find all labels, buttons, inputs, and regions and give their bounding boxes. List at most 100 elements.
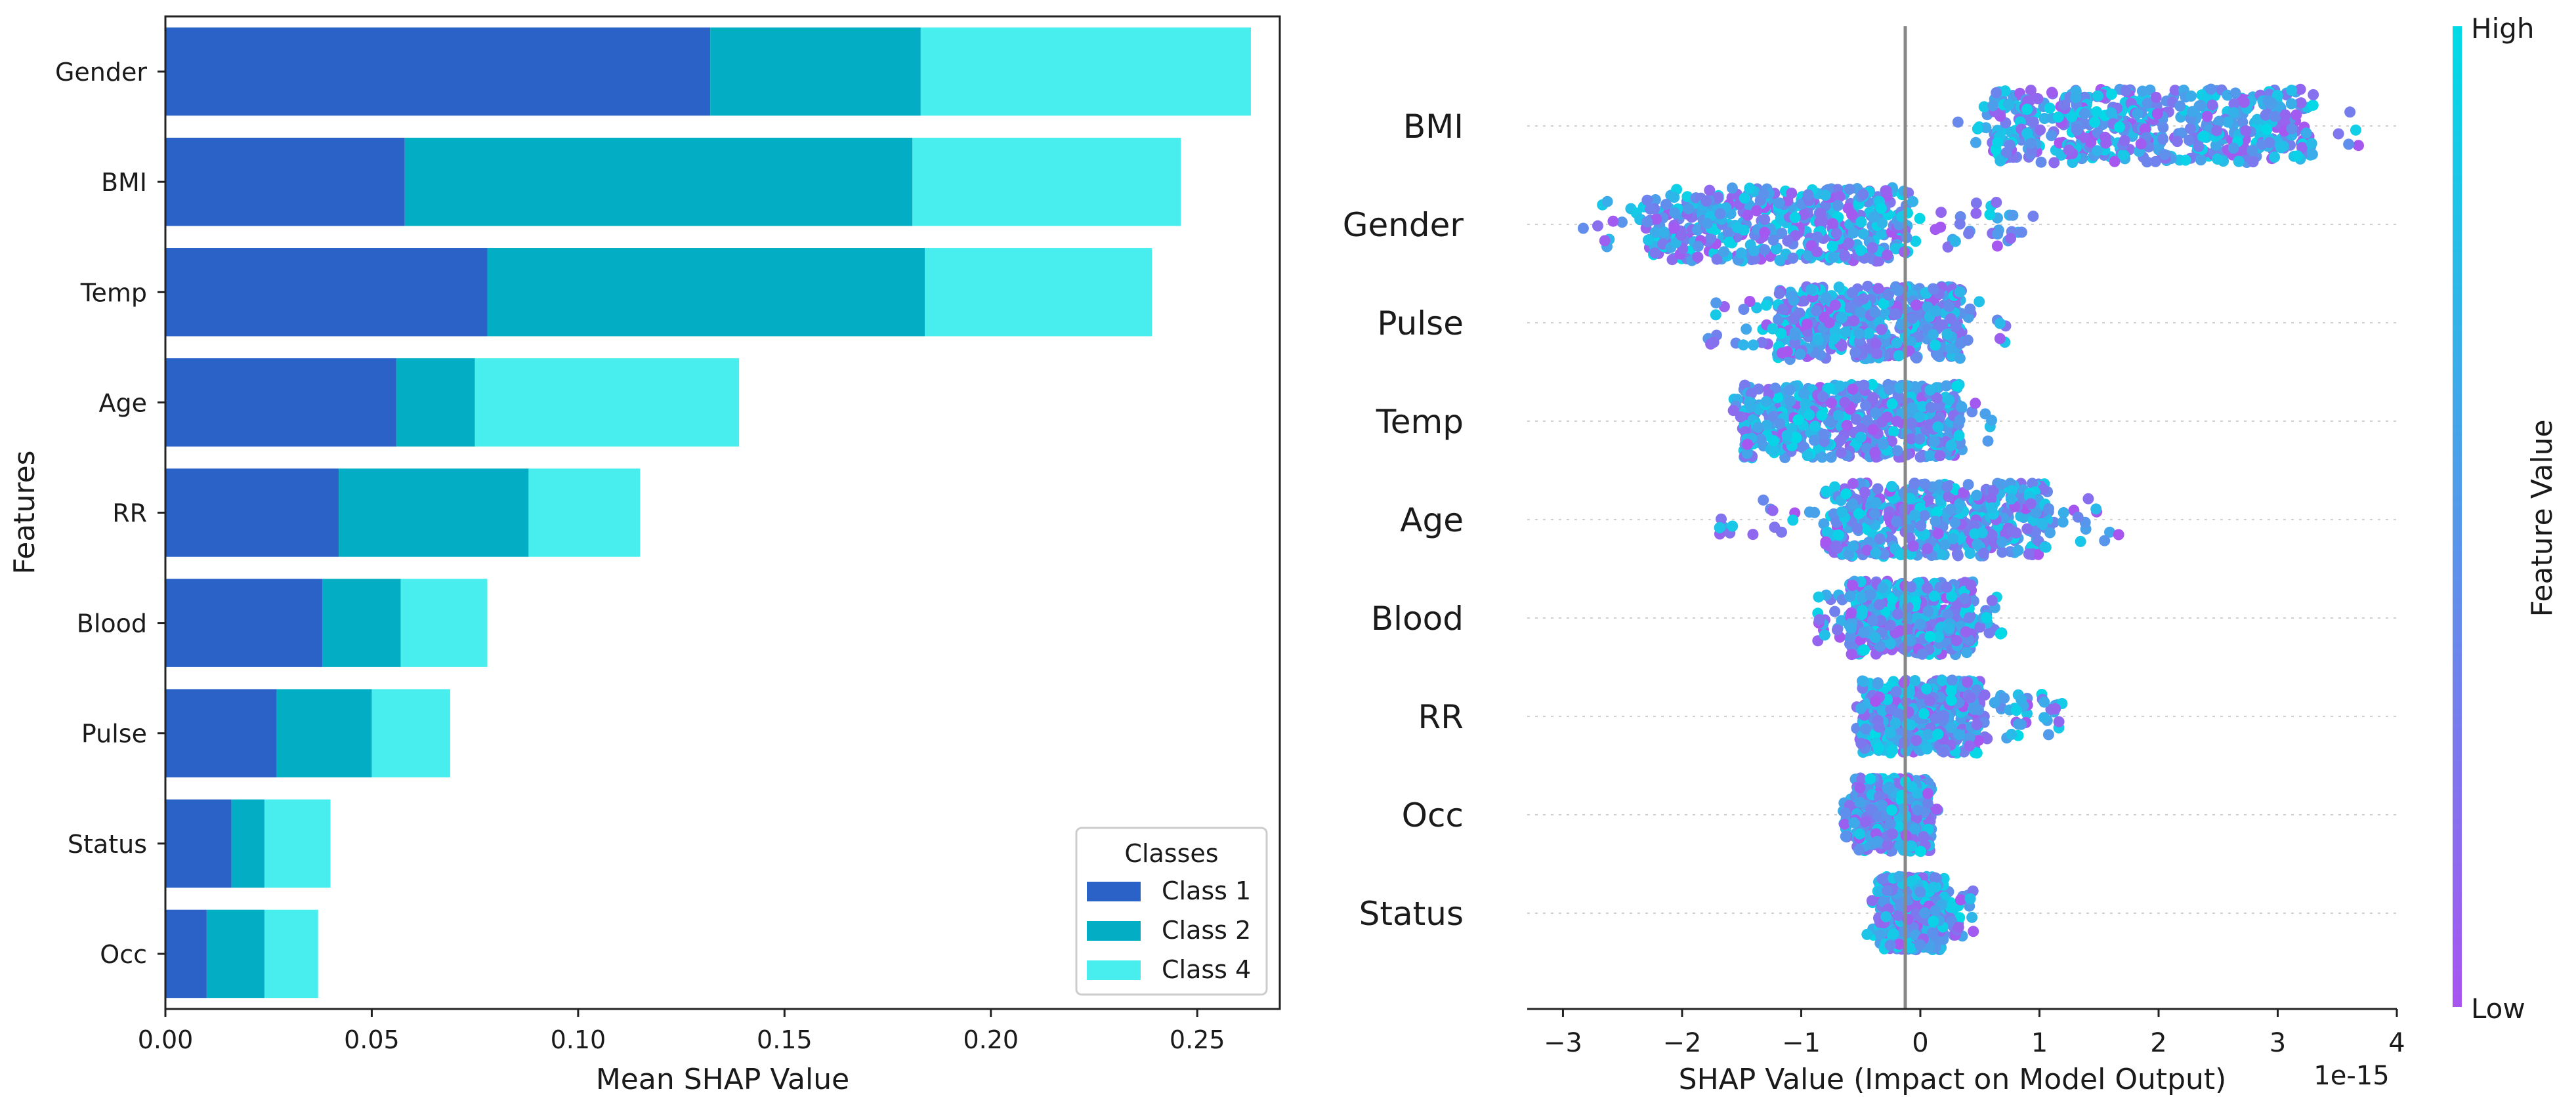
swarm-point	[2100, 137, 2112, 149]
swarm-point	[1922, 788, 1933, 800]
swarm-point	[1836, 506, 1848, 518]
swarm-point	[1891, 415, 1903, 427]
swarm-point	[2085, 136, 2097, 148]
swarm-point	[2271, 90, 2283, 101]
swarm-point	[1969, 528, 1981, 540]
swarm-point	[1774, 418, 1786, 430]
swarm-point	[1931, 803, 1943, 815]
swarm-point	[1812, 334, 1824, 346]
swarm-point	[1952, 550, 1964, 562]
swarm-point	[1718, 301, 1730, 312]
swarm-point	[1829, 299, 1841, 311]
swarm-point	[1846, 209, 1858, 220]
swarm-point	[1918, 510, 1930, 522]
swarm-point	[1756, 337, 1768, 348]
swarm-point	[1943, 623, 1955, 634]
swarm-point	[1800, 398, 1811, 410]
bar-gender-class-2	[710, 27, 921, 116]
swarm-point	[1986, 502, 1998, 514]
swarm-point	[1840, 488, 1852, 500]
swarm-point	[1853, 844, 1865, 856]
swarm-point	[2187, 106, 2198, 117]
swarm-point	[1784, 384, 1796, 396]
swarm-point	[1760, 396, 1772, 407]
swarm-point	[1922, 606, 1934, 617]
swarm-point	[1987, 100, 1998, 112]
swarm-point	[1601, 195, 1613, 207]
swarm-point	[1714, 208, 1726, 220]
swarm-point	[1886, 481, 1897, 492]
swarm-point	[1784, 395, 1796, 407]
swarm-point	[2012, 545, 2024, 556]
swarm-point	[1848, 227, 1859, 239]
bar-rr-class-1	[165, 468, 339, 557]
swarm-point	[1930, 339, 1941, 351]
swarm-point	[1871, 348, 1883, 360]
swarm-point	[1963, 612, 1975, 624]
swarm-point	[2033, 548, 2044, 560]
swarm-point	[1676, 230, 1687, 241]
swarm-point	[1933, 631, 1945, 643]
swarm-point	[1937, 675, 1949, 687]
swarm-point	[1891, 337, 1903, 349]
swarm-point	[2240, 125, 2252, 136]
swarm-point	[1839, 249, 1851, 261]
swarm-point	[1982, 435, 1994, 447]
swarm-point	[1934, 450, 1946, 462]
bar-xtick-label: 0.05	[344, 1025, 400, 1054]
swarm-point	[2105, 107, 2117, 119]
swarm-point	[2269, 110, 2281, 122]
swarm-point	[1832, 529, 1844, 541]
swarm-point	[1768, 445, 1779, 457]
swarm-point	[1815, 207, 1826, 219]
swarm-point	[2117, 149, 2129, 161]
swarm-point	[1847, 383, 1859, 395]
swarm-point	[2195, 100, 2206, 112]
swarm-point	[1886, 436, 1897, 447]
swarm-point	[1931, 392, 1943, 404]
swarm-point	[2185, 123, 2196, 134]
swarm-point	[2211, 125, 2223, 136]
swarm-point	[1869, 508, 1880, 520]
swarm-point	[1798, 388, 1809, 400]
swarm-point	[1991, 240, 2003, 252]
swarm-point	[1882, 289, 1894, 300]
bar-temp-class-3	[925, 248, 1152, 337]
swarm-point	[1947, 533, 1959, 545]
swarm-point	[1845, 623, 1857, 634]
swarm-point	[1649, 247, 1660, 259]
swarm-point	[1668, 192, 1680, 203]
swarm-point	[1897, 803, 1909, 815]
swarm-point	[1742, 438, 1753, 450]
swarm-point	[1860, 400, 1872, 411]
swarm-point	[1861, 415, 1873, 426]
swarm-point	[2174, 100, 2186, 112]
swarm-point	[2072, 511, 2084, 523]
swarm-point	[1826, 240, 1838, 252]
swarm-point	[1808, 434, 1820, 446]
swarm-point	[1905, 719, 1916, 731]
swarm-point	[1811, 231, 1823, 243]
swarm-point	[2058, 507, 2069, 518]
swarm-point	[2264, 136, 2275, 148]
swarm-point	[1835, 447, 1847, 459]
swarm-point	[2006, 485, 2017, 497]
swarm-point	[1759, 226, 1771, 238]
swarm-point	[1848, 817, 1860, 829]
swarm-point	[1853, 327, 1865, 339]
swarm-point	[1823, 317, 1835, 329]
swarm-point	[2176, 127, 2188, 139]
swarm-point	[1970, 398, 1981, 409]
swarm-point	[1775, 213, 1786, 224]
swarm-point	[1890, 243, 1901, 255]
swarm-point	[1870, 547, 1882, 559]
swarm-point	[1911, 735, 1922, 747]
swarm-point	[1712, 192, 1724, 203]
swarm-point	[1722, 226, 1734, 238]
swarm-point	[1867, 392, 1879, 403]
swarm-point	[1938, 710, 1950, 722]
swarm-point	[2005, 232, 2017, 244]
swarm-point	[1859, 644, 1870, 656]
swarm-point	[1915, 846, 1926, 857]
swarm-point	[2222, 116, 2233, 128]
